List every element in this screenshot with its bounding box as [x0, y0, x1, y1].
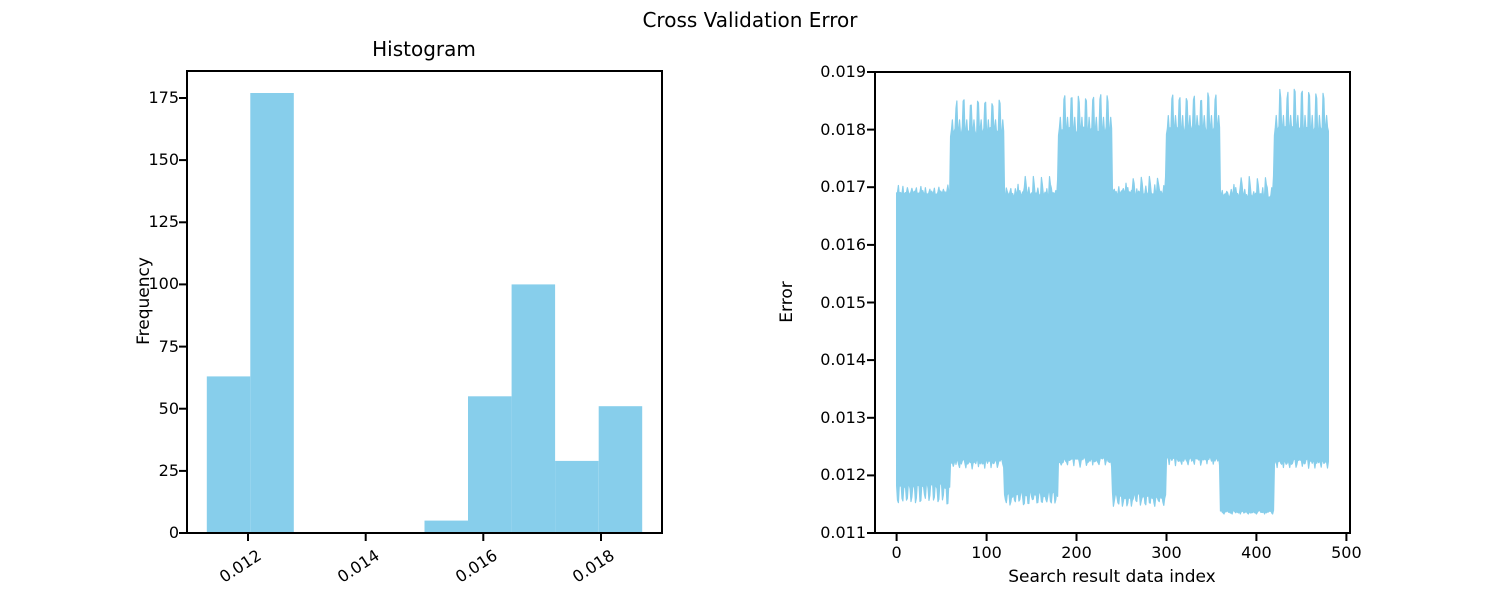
histogram-bar: [598, 406, 643, 533]
error-line-ytick-label: 0.016: [820, 234, 866, 254]
error-signal-series: [895, 88, 1330, 515]
histogram-tick-marks: [179, 97, 602, 541]
error-line-ytick-label: 0.017: [820, 177, 866, 197]
error-line-ytick-label: 0.013: [820, 407, 866, 427]
error-line-xlabel: Search result data index: [1008, 567, 1216, 587]
error-line-tick-marks: [867, 71, 1348, 541]
error-line-ytick-label: 0.014: [820, 350, 866, 370]
histogram-ytick-label: 175: [148, 87, 179, 107]
error-line-xtick-label: 500: [1331, 543, 1362, 562]
histogram-plot-area: [179, 70, 663, 541]
histogram-ytick-label: 0: [168, 523, 179, 542]
histogram-ytick-label: 150: [148, 150, 179, 170]
histogram-bar: [511, 284, 556, 533]
histogram-bars: [206, 93, 643, 533]
error-line-ytick-label: 0.015: [820, 292, 866, 312]
error-line-axes-frame: [874, 71, 1351, 534]
figure-suptitle: Cross Validation Error: [642, 8, 858, 32]
error-line-ylabel: Error: [777, 281, 797, 323]
error-line-ytick-label: 0.018: [820, 119, 866, 139]
histogram-bar: [424, 520, 468, 533]
error-line-xtick-label: 300: [1151, 543, 1182, 562]
error-line-ytick-label: 0.019: [820, 62, 866, 81]
error-line-plot-area: [867, 71, 1351, 541]
error-line-xtick-label: 400: [1241, 543, 1272, 562]
histogram-axes-frame: [186, 70, 663, 534]
error-line-xtick-label: 100: [971, 543, 1002, 562]
error-line-ytick-label: 0.011: [820, 523, 866, 542]
histogram-bar: [468, 396, 512, 533]
histogram-ytick-label: 25: [158, 460, 179, 480]
histogram-ytick-label: 75: [158, 336, 179, 356]
histogram-ylabel: Frequency: [134, 257, 154, 345]
histogram-bar: [555, 460, 599, 533]
histogram-bar: [206, 376, 251, 533]
histogram-title: Histogram: [372, 37, 476, 61]
histogram-ytick-label: 125: [148, 212, 179, 232]
histogram-ytick-label: 50: [158, 398, 179, 418]
histogram-bar: [250, 93, 294, 533]
error-line-ytick-label: 0.012: [820, 465, 866, 485]
error-line-xtick-label: 0: [891, 543, 902, 562]
error-line-xtick-label: 200: [1061, 543, 1092, 562]
histogram-ytick-label: 100: [148, 274, 179, 294]
error-signal-band: [895, 88, 1330, 515]
